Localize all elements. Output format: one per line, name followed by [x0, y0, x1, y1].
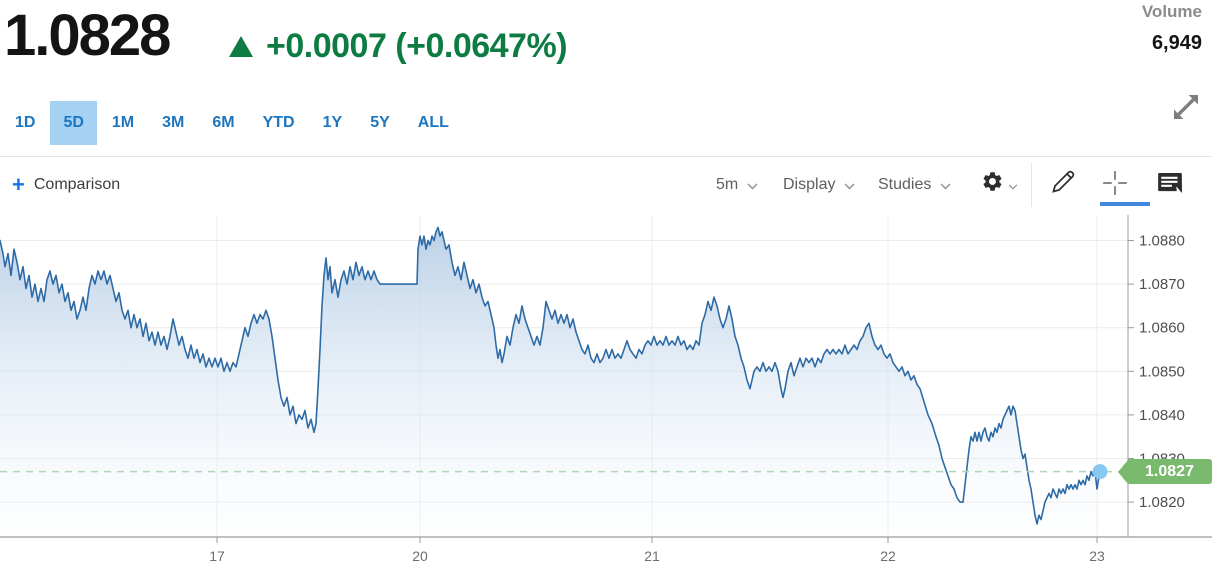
chart-toolbar: + Comparison 5m Display Studies	[0, 158, 1212, 214]
svg-text:1.0870: 1.0870	[1139, 276, 1185, 293]
svg-text:20: 20	[412, 548, 428, 564]
studies-label: Studies	[878, 176, 932, 193]
chevron-down-icon	[844, 183, 856, 190]
news-icon	[1155, 173, 1185, 201]
svg-text:17: 17	[209, 548, 225, 564]
volume-block: Volume 6,949	[1142, 2, 1202, 55]
gear-icon	[981, 170, 1004, 196]
interval-dropdown[interactable]: 5m	[716, 176, 758, 194]
comparison-label: Comparison	[33, 176, 121, 193]
svg-text:1.0880: 1.0880	[1139, 233, 1185, 250]
header-divider	[0, 156, 1212, 157]
up-arrow-icon	[229, 36, 253, 57]
range-tab-6m[interactable]: 6M	[212, 114, 235, 131]
display-label: Display	[783, 176, 836, 193]
fullscreen-button[interactable]	[1168, 90, 1204, 126]
range-tabs: 1D 5D 1M 3M 6M YTD 1Y 5Y ALL	[2, 101, 464, 145]
svg-text:1.0860: 1.0860	[1139, 320, 1185, 337]
svg-text:23: 23	[1089, 548, 1105, 564]
svg-text:1.0850: 1.0850	[1139, 363, 1185, 380]
plus-icon: +	[12, 172, 25, 197]
draw-button[interactable]	[1050, 167, 1078, 198]
last-price: 1.0828	[4, 3, 171, 68]
crosshair-active-indicator	[1100, 202, 1150, 206]
chevron-down-icon	[1008, 184, 1018, 190]
svg-text:22: 22	[880, 548, 896, 564]
crosshair-button[interactable]	[1101, 169, 1129, 200]
expand-icon	[1170, 94, 1202, 126]
range-tab-1d[interactable]: 1D	[15, 114, 36, 131]
range-tab-1m[interactable]: 1M	[111, 114, 135, 131]
settings-button[interactable]	[981, 170, 1018, 196]
range-tab-all[interactable]: ALL	[417, 114, 449, 131]
interval-label: 5m	[716, 176, 739, 193]
price-chart-svg[interactable]: 1.08801.08701.08601.08501.08401.08301.08…	[0, 215, 1212, 581]
price-change: +0.0007 (+0.0647%)	[266, 27, 568, 65]
volume-label: Volume	[1141, 2, 1202, 21]
range-tab-1y[interactable]: 1Y	[322, 114, 343, 131]
display-dropdown[interactable]: Display	[783, 176, 856, 194]
crosshair-icon	[1101, 171, 1129, 200]
volume-value: 6,949	[1151, 32, 1202, 54]
chevron-down-icon	[747, 183, 758, 190]
range-tab-3m[interactable]: 3M	[162, 114, 185, 131]
svg-text:1.0840: 1.0840	[1139, 407, 1185, 424]
add-comparison-button[interactable]: + Comparison	[12, 174, 120, 196]
toolbar-divider	[1031, 163, 1032, 207]
chevron-down-icon	[940, 183, 951, 190]
svg-text:1.0820: 1.0820	[1139, 494, 1185, 511]
range-tab-5d[interactable]: 5D	[50, 101, 97, 145]
range-tab-ytd[interactable]: YTD	[262, 114, 295, 131]
studies-dropdown[interactable]: Studies	[878, 176, 951, 194]
pencil-icon	[1050, 170, 1078, 198]
range-tab-5y[interactable]: 5Y	[370, 114, 390, 131]
news-button[interactable]	[1155, 168, 1185, 201]
last-price-badge: 1.0827	[1127, 459, 1212, 484]
svg-text:21: 21	[644, 548, 660, 564]
